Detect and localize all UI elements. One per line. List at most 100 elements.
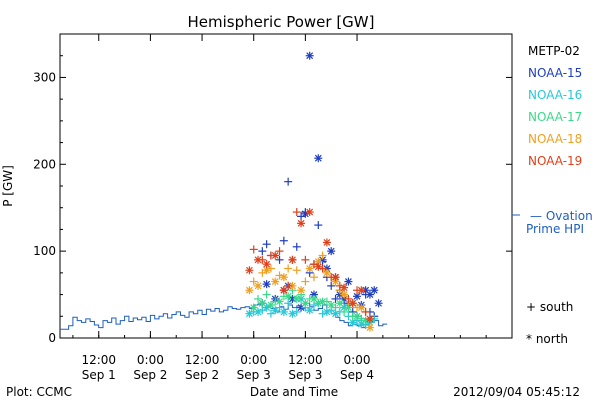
data-point-noaa-17-north <box>327 300 336 309</box>
data-point-noaa-15-north <box>262 280 271 289</box>
data-point-noaa-17-south <box>322 297 331 306</box>
data-point-noaa-17-south <box>314 299 323 308</box>
data-point-noaa-19-south <box>335 281 344 290</box>
data-point-noaa-16-south <box>318 309 327 318</box>
data-point-noaa-19-north <box>340 283 349 292</box>
data-point-noaa-19-south <box>258 255 267 264</box>
data-point-noaa-19-south <box>327 273 336 282</box>
x-tick-label-date: Sep 2 <box>133 368 167 382</box>
data-point-noaa-17-north <box>249 303 258 312</box>
data-point-noaa-19-north <box>365 314 374 323</box>
x-tick-label-date: Sep 2 <box>185 368 219 382</box>
data-point-noaa-16-south <box>284 299 293 308</box>
data-point-noaa-15-north <box>327 247 336 256</box>
x-tick-label-time: 12:00 <box>81 353 116 367</box>
data-point-noaa-17-north <box>301 299 310 308</box>
data-point-noaa-15-south <box>314 221 323 230</box>
data-point-noaa-18-north <box>340 290 349 299</box>
data-point-noaa-16-north <box>305 306 314 315</box>
x-tick-label-date: Sep 1 <box>82 368 116 382</box>
data-point-noaa-19-south <box>266 251 275 260</box>
data-point-noaa-18-north <box>245 286 254 295</box>
data-point-noaa-17-south <box>271 297 280 306</box>
data-point-noaa-19-north <box>262 260 271 269</box>
data-point-noaa-15-south <box>292 242 301 251</box>
data-point-noaa-18-south <box>309 273 318 282</box>
data-point-noaa-19-north <box>288 255 297 264</box>
data-point-noaa-17-south <box>254 294 263 303</box>
data-point-noaa-18-north <box>279 273 288 282</box>
data-point-noaa-18-south <box>266 264 275 273</box>
data-point-noaa-19-south <box>301 255 310 264</box>
y-tick-label: 200 <box>33 157 56 171</box>
data-point-noaa-19-south <box>309 260 318 269</box>
legend: METP-02 NOAA-15 NOAA-16 NOAA-17 NOAA-18 NOAA-… <box>528 44 582 168</box>
x-tick-label-time: 0:00 <box>344 353 371 367</box>
data-point-noaa-18-south <box>292 266 301 275</box>
south-marker-legend: + south <box>526 300 573 314</box>
data-point-noaa-19-north <box>279 286 288 295</box>
x-tick-label-date: Sep 3 <box>237 368 271 382</box>
data-point-noaa-17-south <box>262 290 271 299</box>
data-point-noaa-17-south <box>357 314 366 323</box>
data-point-noaa-18-south <box>353 303 362 312</box>
legend-item-metp-02: METP-02 <box>528 44 580 58</box>
data-point-noaa-17-north <box>284 292 293 301</box>
y-axis: 0 100 200 300 <box>33 33 512 345</box>
data-point-noaa-19-south <box>275 247 284 256</box>
data-point-noaa-18-north <box>297 286 306 295</box>
data-point-noaa-17-north <box>266 300 275 309</box>
legend-item-noaa-17: NOAA-17 <box>528 110 582 124</box>
data-point-noaa-18-north <box>322 268 331 277</box>
data-point-noaa-15-north <box>305 51 314 60</box>
x-tick-label-date: Sep 3 <box>288 368 322 382</box>
chart-title: Hemispheric Power [GW] <box>188 13 375 31</box>
data-point-noaa-17-north <box>335 299 344 308</box>
data-point-noaa-18-north <box>365 323 374 332</box>
data-point-noaa-18-north <box>254 281 263 290</box>
data-point-noaa-16-north <box>271 306 280 315</box>
data-point-noaa-15-north <box>344 277 353 286</box>
data-point-noaa-19-north <box>297 219 306 228</box>
legend-item-noaa-15: NOAA-15 <box>528 66 582 80</box>
data-point-noaa-18-south <box>249 277 258 286</box>
x-tick-label-date: Sep 4 <box>340 368 374 382</box>
x-tick-label-time: 12:00 <box>185 353 220 367</box>
data-point-noaa-17-south <box>331 303 340 312</box>
data-point-noaa-18-south <box>301 277 310 286</box>
data-point-noaa-19-south <box>318 264 327 273</box>
y-axis-label: P [GW] <box>1 165 15 207</box>
data-point-noaa-18-south <box>318 251 327 260</box>
data-point-noaa-15-north <box>374 299 383 308</box>
data-point-noaa-15-north <box>314 154 323 163</box>
north-marker-legend: * north <box>526 332 568 346</box>
data-point-noaa-15-south <box>258 247 267 256</box>
data-point-noaa-16-south <box>266 309 275 318</box>
data-point-noaa-18-north <box>357 303 366 312</box>
data-point-noaa-15-south <box>284 177 293 186</box>
data-point-noaa-19-north <box>245 266 254 275</box>
data-point-noaa-16-north <box>322 307 331 316</box>
x-tick-label-time: 0:00 <box>240 353 267 367</box>
x-axis-label: Date and Time <box>250 385 338 399</box>
data-point-noaa-19-south <box>292 208 301 217</box>
data-point-noaa-15-north <box>370 286 379 295</box>
data-point-noaa-18-north <box>305 264 314 273</box>
data-point-noaa-18-south <box>284 264 293 273</box>
data-point-noaa-19-south <box>284 281 293 290</box>
data-point-noaa-19-south <box>361 307 370 316</box>
data-point-noaa-17-south <box>305 294 314 303</box>
data-point-noaa-15-south <box>279 236 288 245</box>
y-tick-label: 300 <box>33 70 56 84</box>
y-tick-label: 0 <box>48 331 56 345</box>
data-point-noaa-17-north <box>292 294 301 303</box>
data-point-noaa-19-north <box>348 299 357 308</box>
data-points <box>245 51 383 332</box>
x-tick-label-time: 12:00 <box>288 353 323 367</box>
data-point-noaa-18-south <box>258 268 267 277</box>
data-point-noaa-16-north <box>288 309 297 318</box>
data-point-noaa-15-south <box>361 290 370 299</box>
data-point-noaa-19-north <box>322 238 331 247</box>
